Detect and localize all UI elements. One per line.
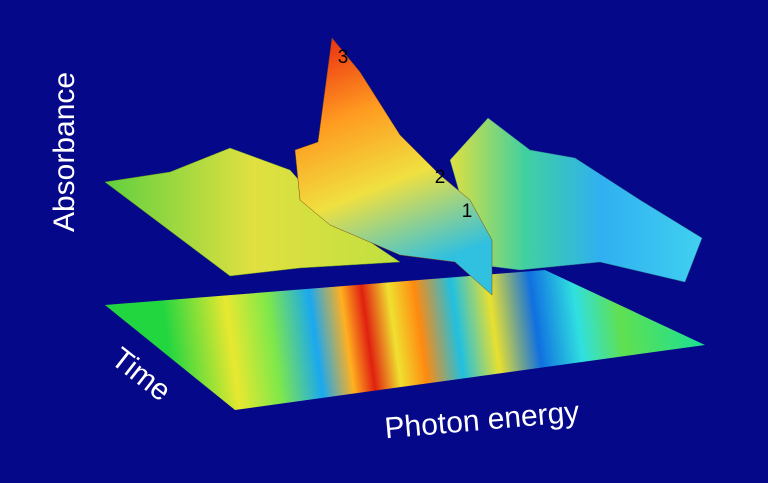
peak-label: 3 [338,47,349,68]
z-axis-label: Absorbance [48,72,81,232]
peak-label: 1 [462,201,473,222]
heatmap-plane [105,270,705,410]
peak-label: 2 [435,167,446,188]
surface-right [449,117,703,283]
x-axis-label: Photon energy [383,395,580,445]
surface-peak [294,37,493,296]
